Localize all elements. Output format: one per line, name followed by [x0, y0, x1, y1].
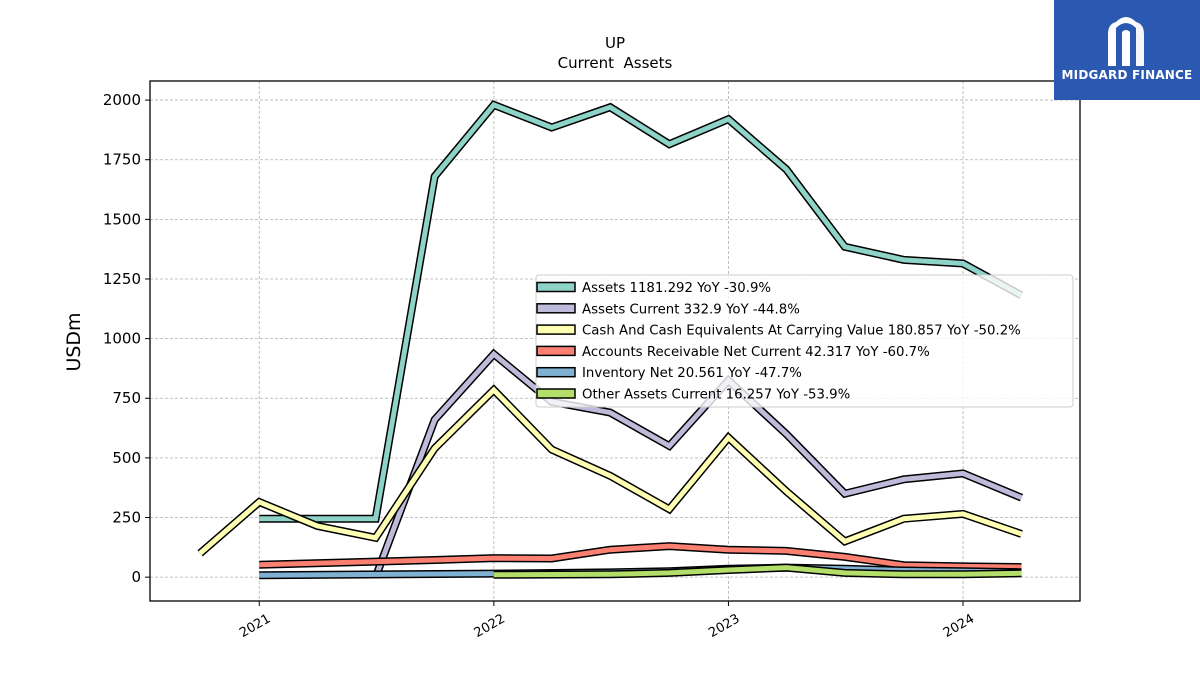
- x-tick-label: 2022: [472, 611, 508, 641]
- y-axis-label: USDm: [63, 312, 85, 371]
- legend-label: Assets Current 332.9 YoY -44.8%: [582, 302, 800, 317]
- legend-label: Accounts Receivable Net Current 42.317 Y…: [582, 345, 930, 360]
- series-1: [371, 348, 1024, 579]
- logo-mark-icon: [1108, 17, 1144, 66]
- series-line: [259, 543, 1022, 570]
- plot-frame: [149, 80, 1081, 602]
- legend: Assets 1181.292 YoY -30.9% Assets Current…: [535, 274, 1074, 408]
- y-tick-label: 0: [131, 568, 141, 586]
- series-line: [493, 565, 1022, 578]
- midgard-finance-logo: MIDGARD FINANCE: [1054, 0, 1200, 100]
- legend-swatch: [536, 303, 576, 314]
- chart-title: UP: [605, 34, 625, 52]
- legend-label: Other Assets Current 16.257 YoY -53.9%: [582, 388, 850, 403]
- y-tick-label: 750: [112, 389, 141, 407]
- series-line: [373, 350, 1023, 578]
- legend-swatch: [536, 366, 576, 378]
- x-tick-label: 2023: [706, 611, 742, 641]
- series-5: [493, 563, 1022, 579]
- y-tick-label: 1000: [103, 330, 141, 348]
- series-3: [259, 542, 1022, 572]
- logo-text: MIDGARD FINANCE: [1061, 68, 1193, 82]
- legend-swatch: [536, 281, 576, 293]
- series-line: [259, 101, 1023, 522]
- y-tick-label: 1750: [103, 151, 141, 169]
- x-tick-label: 2024: [941, 611, 977, 641]
- chart-subtitle: Current Assets: [558, 54, 673, 72]
- series-lines: [197, 100, 1024, 580]
- y-tick-label: 500: [112, 449, 141, 467]
- legend-box: [535, 274, 1074, 408]
- y-tick-label: 1500: [103, 210, 141, 228]
- y-tick-label: 250: [112, 509, 141, 527]
- legend-label: Inventory Net 20.561 YoY -47.7%: [582, 366, 802, 381]
- x-tick-label: 2021: [237, 611, 273, 641]
- series-line: [198, 386, 1023, 556]
- y-axis-ticks: 0 250 500 750 1000 1250 1500 1750 2000: [103, 91, 150, 586]
- legend-label: Cash And Cash Equivalents At Carrying Va…: [582, 324, 1021, 339]
- legend-swatch: [536, 324, 576, 335]
- series-0: [259, 100, 1024, 523]
- y-tick-label: 1250: [103, 270, 141, 288]
- legend-swatch: [536, 345, 576, 357]
- y-tick-label: 2000: [103, 91, 141, 109]
- x-axis-ticks: 2021 2022 2023 2024: [237, 601, 977, 641]
- legend-swatch: [536, 388, 576, 399]
- series-2: [197, 384, 1023, 557]
- legend-label: Assets 1181.292 YoY -30.9%: [582, 281, 771, 296]
